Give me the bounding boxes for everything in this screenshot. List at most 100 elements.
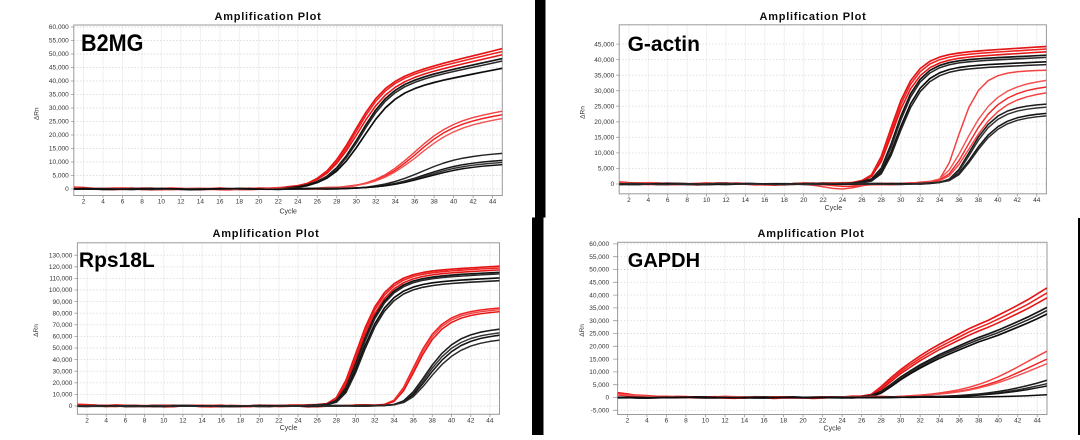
svg-text:6: 6 [124, 417, 128, 424]
svg-text:10,000: 10,000 [594, 150, 614, 157]
svg-text:38: 38 [975, 197, 983, 204]
svg-text:10,000: 10,000 [49, 159, 69, 166]
svg-text:50,000: 50,000 [589, 267, 609, 274]
svg-text:0: 0 [605, 395, 609, 402]
svg-text:36: 36 [410, 417, 418, 424]
svg-text:6: 6 [665, 418, 669, 425]
svg-text:12: 12 [177, 199, 185, 206]
svg-text:20: 20 [799, 418, 807, 425]
svg-text:Amplification Plot: Amplification Plot [760, 11, 867, 23]
svg-text:32: 32 [916, 418, 924, 425]
svg-text:10: 10 [702, 418, 710, 425]
svg-text:14: 14 [197, 199, 205, 206]
svg-text:Amplification Plot: Amplification Plot [758, 228, 865, 240]
svg-text:40,000: 40,000 [49, 78, 69, 85]
svg-text:26: 26 [858, 197, 866, 204]
svg-text:15,000: 15,000 [594, 135, 614, 142]
svg-text:-5,000: -5,000 [591, 408, 610, 415]
svg-text:8: 8 [684, 418, 688, 425]
svg-text:6: 6 [121, 199, 125, 206]
svg-text:36: 36 [956, 418, 964, 425]
svg-text:34: 34 [390, 417, 398, 424]
svg-text:12: 12 [722, 197, 730, 204]
svg-text:20,000: 20,000 [49, 132, 69, 139]
svg-text:24: 24 [839, 197, 847, 204]
svg-text:26: 26 [314, 199, 322, 206]
svg-text:42: 42 [469, 199, 477, 206]
svg-text:18: 18 [236, 199, 244, 206]
svg-text:12: 12 [721, 418, 729, 425]
svg-text:60,000: 60,000 [49, 24, 69, 31]
svg-text:22: 22 [275, 199, 283, 206]
svg-text:5,000: 5,000 [593, 382, 610, 389]
svg-text:ΔRn: ΔRn [580, 106, 587, 119]
svg-text:20: 20 [256, 417, 264, 424]
svg-text:15,000: 15,000 [589, 356, 609, 363]
svg-text:90,000: 90,000 [53, 299, 73, 306]
svg-text:8: 8 [143, 417, 147, 424]
svg-text:18: 18 [780, 418, 788, 425]
svg-text:ΔRn: ΔRn [33, 324, 40, 337]
svg-text:20,000: 20,000 [594, 119, 614, 126]
svg-text:25,000: 25,000 [594, 104, 614, 111]
svg-text:35,000: 35,000 [589, 305, 609, 312]
svg-text:30,000: 30,000 [49, 105, 69, 112]
svg-text:40: 40 [450, 199, 458, 206]
svg-text:14: 14 [742, 197, 750, 204]
svg-text:B2MG: B2MG [81, 29, 143, 56]
svg-text:100,000: 100,000 [49, 287, 73, 294]
svg-text:Amplification Plot: Amplification Plot [215, 11, 322, 23]
svg-text:80,000: 80,000 [53, 310, 73, 317]
svg-text:ΔRn: ΔRn [34, 107, 41, 120]
svg-text:4: 4 [101, 199, 105, 206]
svg-text:28: 28 [333, 199, 341, 206]
svg-text:45,000: 45,000 [49, 65, 69, 72]
svg-text:12: 12 [179, 417, 187, 424]
svg-text:18: 18 [237, 417, 245, 424]
svg-text:44: 44 [1034, 418, 1042, 425]
svg-text:40,000: 40,000 [589, 292, 609, 299]
svg-text:4: 4 [104, 417, 108, 424]
svg-text:28: 28 [878, 197, 886, 204]
svg-text:28: 28 [333, 417, 341, 424]
svg-text:Rps18L: Rps18L [79, 249, 155, 272]
svg-text:55,000: 55,000 [589, 254, 609, 261]
svg-text:10,000: 10,000 [53, 392, 73, 399]
svg-text:4: 4 [645, 418, 649, 425]
svg-text:40,000: 40,000 [53, 357, 73, 364]
svg-text:30: 30 [353, 199, 361, 206]
svg-text:8: 8 [685, 197, 689, 204]
svg-text:22: 22 [819, 197, 827, 204]
svg-text:G-actin: G-actin [628, 33, 700, 56]
svg-text:34: 34 [936, 197, 944, 204]
svg-text:10: 10 [160, 417, 168, 424]
svg-text:20: 20 [255, 199, 263, 206]
svg-text:45,000: 45,000 [594, 41, 614, 48]
svg-text:40: 40 [994, 197, 1002, 204]
svg-text:20: 20 [800, 197, 808, 204]
svg-text:30,000: 30,000 [594, 88, 614, 95]
svg-text:8: 8 [140, 199, 144, 206]
svg-text:GAPDH: GAPDH [628, 250, 700, 272]
svg-text:70,000: 70,000 [53, 322, 73, 329]
svg-text:34: 34 [392, 199, 400, 206]
svg-text:30: 30 [897, 418, 905, 425]
svg-text:0: 0 [69, 403, 73, 410]
svg-text:30: 30 [352, 417, 360, 424]
svg-text:42: 42 [1014, 418, 1022, 425]
svg-text:32: 32 [372, 199, 380, 206]
svg-text:18: 18 [781, 197, 789, 204]
svg-text:25,000: 25,000 [49, 119, 69, 126]
svg-text:Cycle: Cycle [279, 209, 297, 216]
svg-text:14: 14 [741, 418, 749, 425]
svg-text:26: 26 [858, 418, 866, 425]
svg-text:38: 38 [975, 418, 983, 425]
svg-text:2: 2 [626, 418, 630, 425]
svg-text:22: 22 [819, 418, 827, 425]
svg-text:20,000: 20,000 [53, 380, 73, 387]
svg-text:42: 42 [467, 417, 475, 424]
svg-text:110,000: 110,000 [49, 276, 72, 283]
svg-text:2: 2 [82, 199, 86, 206]
svg-text:0: 0 [65, 186, 69, 193]
svg-text:20,000: 20,000 [589, 344, 609, 351]
